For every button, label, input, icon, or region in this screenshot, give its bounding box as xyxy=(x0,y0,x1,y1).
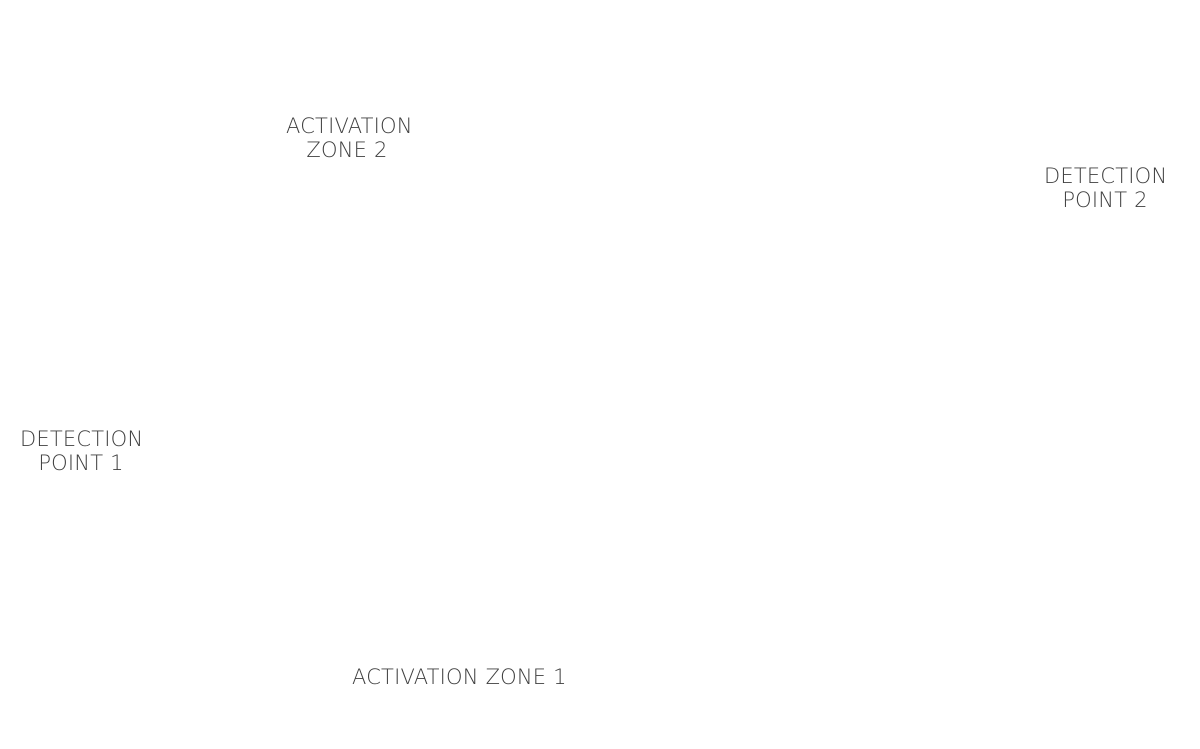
detection-point-1-line1: DETECTION xyxy=(20,427,144,451)
detection-point-2-line1: DETECTION xyxy=(1044,164,1168,188)
activation-zone-1-line1: ACTIVATION ZONE 1 xyxy=(352,665,567,689)
detection-point-2-line2: POINT 2 xyxy=(1062,188,1148,212)
activation-zone-1-label: ACTIVATION ZONE 1 xyxy=(352,665,567,689)
activation-zone-2-label: ACTIVATION ZONE 2 xyxy=(286,114,413,162)
detection-point-1-label: DETECTION POINT 1 xyxy=(20,427,144,475)
detection-point-1-line2: POINT 1 xyxy=(38,451,124,475)
detection-point-2-label: DETECTION POINT 2 xyxy=(1044,164,1168,212)
activation-zone-2-line1: ACTIVATION xyxy=(286,114,413,138)
activation-zone-2-line2: ZONE 2 xyxy=(306,138,388,162)
